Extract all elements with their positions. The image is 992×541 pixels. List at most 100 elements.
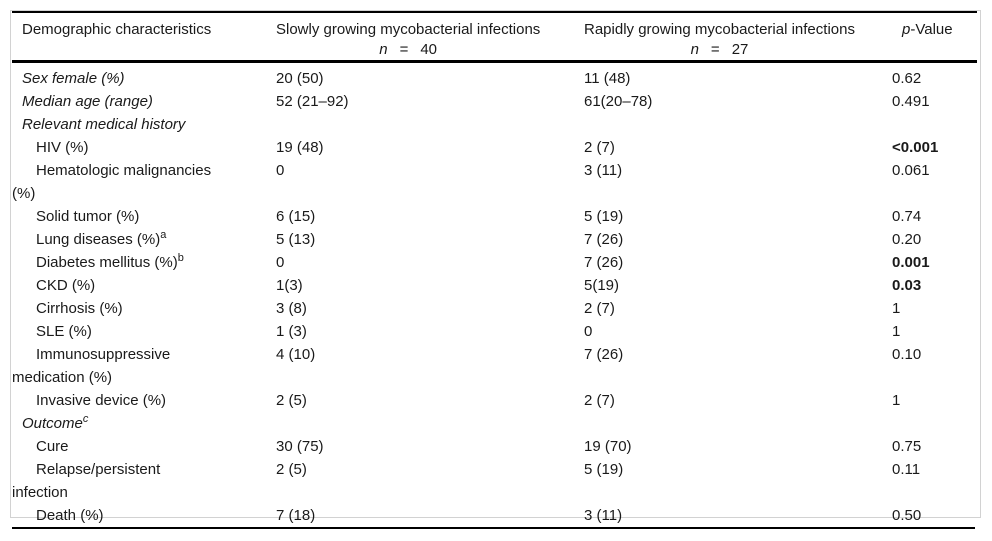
row-label-cell: Cure	[12, 435, 276, 458]
row-label-cell: Immunosuppressive medication (%)	[12, 343, 276, 389]
row-label-cell: Cirrhosis (%)	[12, 297, 276, 320]
row-label: CKD (%)	[36, 277, 96, 294]
row-label: Death (%)	[36, 507, 104, 524]
table-frame: Demographic characteristics Slowly growi…	[10, 10, 981, 524]
value-slowly-growing: 30 (75)	[276, 438, 324, 455]
table-header: Demographic characteristics Slowly growi…	[12, 11, 977, 63]
footnote-marker: c	[82, 413, 89, 425]
table-row: CKD (%) 1(3) 5(19) 0.03	[12, 274, 977, 297]
row-label-cell: Relapse/persistent infection	[12, 458, 276, 504]
value-slowly-growing: 4 (10)	[276, 346, 316, 363]
value-rapidly-growing: 3 (11)	[584, 507, 623, 524]
row-label: SLE (%)	[36, 323, 92, 340]
row-label: Immunosuppressive medication (%)	[12, 346, 171, 386]
row-label-cell: Median age (range)	[12, 90, 276, 113]
value-rapidly-growing: 5 (19)	[584, 208, 624, 225]
value-slowly-growing: 3 (8)	[276, 300, 307, 317]
value-pvalue: 0.62	[892, 70, 922, 87]
value-pvalue: 0.50	[892, 507, 922, 524]
row-label-cell: Solid tumor (%)	[12, 205, 276, 228]
row-label: Solid tumor (%)	[36, 208, 140, 225]
header-pvalue: p-Value	[892, 11, 977, 63]
row-label-cell: Outcomec	[12, 412, 276, 435]
n-count: 27	[731, 41, 749, 58]
equals-sign: =	[710, 41, 720, 58]
value-rapidly-growing: 7 (26)	[584, 346, 624, 363]
value-rapidly-growing	[584, 113, 892, 136]
table-row: Relapse/persistent infection 2 (5) 5 (19) 0…	[12, 458, 977, 504]
p-symbol: p	[902, 21, 911, 38]
header-slowly-wrap: Slowly growing mycobacterial infections …	[276, 21, 540, 60]
row-label: Invasive device (%)	[36, 392, 167, 409]
value-pvalue: 1	[892, 323, 901, 340]
table-row: Death (%) 7 (18) 3 (11) 0.50	[12, 504, 977, 527]
demographics-table: Demographic characteristics Slowly growi…	[12, 11, 977, 527]
table-row: Solid tumor (%) 6 (15) 5 (19) 0.74	[12, 205, 977, 228]
value-slowly-growing: 0	[276, 254, 285, 271]
value-slowly-growing: 1 (3)	[276, 323, 307, 340]
n-count: 40	[420, 41, 438, 58]
value-slowly-growing: 19 (48)	[276, 139, 324, 156]
value-slowly-growing: 52 (21–92)	[276, 93, 349, 110]
row-label: Cirrhosis (%)	[36, 300, 123, 317]
table-row: Lung diseases (%)a 5 (13) 7 (26) 0.20	[12, 228, 977, 251]
n-symbol: n	[379, 41, 388, 58]
row-label-cell: Relevant medical history	[12, 113, 276, 136]
table-bottom-rule	[12, 527, 975, 529]
table-row: Outcomec	[12, 412, 977, 435]
value-pvalue: 0.11	[892, 461, 921, 478]
row-label-cell: Diabetes mellitus (%)b	[12, 251, 276, 274]
value-slowly-growing: 5 (13)	[276, 231, 316, 248]
row-label: Median age (range)	[22, 93, 153, 110]
value-pvalue: 0.74	[892, 208, 922, 225]
value-rapidly-growing: 5(19)	[584, 277, 620, 294]
row-label-cell: Sex female (%)	[12, 62, 276, 91]
header-rapidly-title: Rapidly growing mycobacterial infections	[584, 21, 855, 38]
value-rapidly-growing: 61(20–78)	[584, 93, 653, 110]
value-slowly-growing: 2 (5)	[276, 392, 307, 409]
value-pvalue: 0.491	[892, 93, 930, 110]
footnote-marker: a	[160, 229, 167, 241]
table-body: Sex female (%) 20 (50) 11 (48) 0.62 Median a…	[12, 62, 977, 528]
value-rapidly-growing: 2 (7)	[584, 392, 615, 409]
n-symbol: n	[690, 41, 699, 58]
value-slowly-growing: 20 (50)	[276, 70, 324, 87]
row-label-cell: Lung diseases (%)a	[12, 228, 276, 251]
value-pvalue: 0.061	[892, 162, 930, 179]
row-label-cell: SLE (%)	[12, 320, 276, 343]
value-rapidly-growing: 5 (19)	[584, 461, 624, 478]
header-rapidly-wrap: Rapidly growing mycobacterial infections…	[584, 21, 855, 60]
value-rapidly-growing: 2 (7)	[584, 300, 615, 317]
value-pvalue: 0.75	[892, 438, 922, 455]
row-label: Lung diseases (%)a	[36, 229, 167, 249]
row-label: Outcomec	[22, 413, 89, 433]
value-slowly-growing	[276, 412, 584, 435]
row-label: HIV (%)	[36, 139, 89, 156]
table-row: Cure 30 (75) 19 (70) 0.75	[12, 435, 977, 458]
table-row: HIV (%) 19 (48) 2 (7) <0.001	[12, 136, 977, 159]
row-label: Diabetes mellitus (%)b	[36, 252, 184, 272]
header-slowly-title: Slowly growing mycobacterial infections	[276, 21, 541, 38]
pvalue-rest: -Value	[910, 21, 953, 38]
value-slowly-growing: 1(3)	[276, 277, 303, 294]
header-rapidly-growing: Rapidly growing mycobacterial infections…	[584, 11, 892, 63]
value-pvalue: 0.001	[892, 254, 930, 271]
table-row: Relevant medical history	[12, 113, 977, 136]
value-pvalue: 1	[892, 392, 901, 409]
header-slowly-n: n = 40	[276, 39, 540, 60]
header-row: Demographic characteristics Slowly growi…	[12, 11, 977, 63]
value-rapidly-growing: 3 (11)	[584, 162, 623, 179]
row-label: Sex female (%)	[22, 70, 125, 87]
footnote-marker: b	[177, 252, 184, 264]
row-label: Hematologic malignancies (%)	[12, 162, 212, 202]
row-label: Relapse/persistent infection	[12, 461, 161, 501]
table-row: Diabetes mellitus (%)b 0 7 (26) 0.001	[12, 251, 977, 274]
value-pvalue: 0.20	[892, 231, 922, 248]
value-rapidly-growing: 7 (26)	[584, 254, 624, 271]
value-rapidly-growing: 2 (7)	[584, 139, 615, 156]
header-slowly-growing: Slowly growing mycobacterial infections …	[276, 11, 584, 63]
row-label-cell: Death (%)	[12, 504, 276, 527]
value-pvalue: 1	[892, 300, 901, 317]
value-slowly-growing: 6 (15)	[276, 208, 316, 225]
row-label-cell: CKD (%)	[12, 274, 276, 297]
